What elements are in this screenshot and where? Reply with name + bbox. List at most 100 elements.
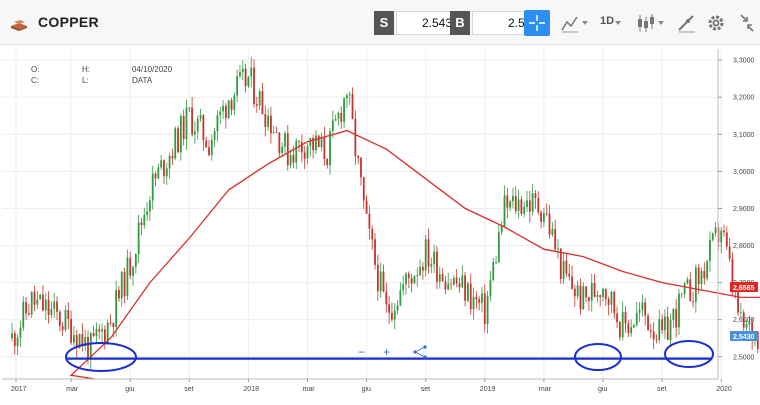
- candle-body: [210, 139, 213, 155]
- y-tick-label: 3,3000: [733, 58, 755, 65]
- share-icon[interactable]: [413, 345, 427, 359]
- y-tick-label: 3,0000: [733, 169, 755, 176]
- candle-body: [571, 276, 573, 289]
- zoom-in-button[interactable]: +: [383, 345, 390, 359]
- candle-body: [348, 94, 351, 96]
- candle-body: [185, 107, 188, 140]
- draw-tools-icon[interactable]: [676, 12, 698, 34]
- candle-body: [89, 332, 92, 360]
- candle-body: [126, 257, 129, 297]
- candle-body: [64, 310, 67, 331]
- candle-body: [531, 193, 534, 212]
- x-axis: 2017 mar giu set 2018 mar giu set 2019 mar giu set 2…: [11, 379, 732, 393]
- candle-body: [53, 301, 56, 309]
- candle-body: [616, 313, 618, 323]
- candle-body: [638, 309, 641, 313]
- candle-body: [424, 239, 427, 271]
- support-ellipse-right: [664, 340, 714, 368]
- candle-body: [103, 329, 106, 343]
- y-axis: 2,50002,60002,70002,80002,90003,00003,10…: [2, 49, 755, 380]
- candle-body: [368, 213, 371, 229]
- candle-body: [410, 278, 413, 284]
- candle-body: [224, 105, 227, 118]
- candle-body: [647, 315, 649, 331]
- line-chart-icon[interactable]: [560, 12, 590, 34]
- candle-body: [497, 232, 500, 263]
- crosshair-button[interactable]: [524, 10, 550, 36]
- ohlc-low-label: L:: [82, 76, 89, 85]
- candle-body: [112, 323, 115, 328]
- candle-body: [430, 264, 433, 267]
- y-tick-label: 2,9000: [733, 206, 755, 213]
- candle-body: [168, 155, 171, 169]
- candle-body: [545, 212, 548, 214]
- y-tick-label: 2,8000: [733, 243, 755, 250]
- candle-body: [388, 304, 391, 313]
- candle-body: [678, 293, 680, 328]
- candle-body: [421, 266, 424, 271]
- x-tick-label: 2020: [716, 386, 732, 393]
- candle-body: [537, 197, 540, 213]
- x-tick-label: giu: [125, 386, 134, 393]
- candle-body: [520, 199, 523, 214]
- candle-body: [509, 201, 512, 208]
- candle-body: [174, 128, 177, 159]
- candle-body: [514, 195, 517, 212]
- x-tick-label: mar: [539, 386, 552, 393]
- candle-body: [222, 105, 224, 112]
- candle-body: [84, 337, 87, 347]
- candle-body: [562, 260, 565, 280]
- candle-body: [25, 301, 27, 314]
- candle-body: [337, 112, 340, 119]
- candle-body: [447, 283, 450, 290]
- candle-body: [669, 319, 672, 340]
- candle-body: [309, 137, 312, 147]
- candle-body: [450, 283, 452, 285]
- candle-body: [315, 135, 317, 151]
- candle-body: [464, 275, 466, 301]
- candle-body: [706, 261, 709, 279]
- candle-body: [579, 285, 582, 310]
- candlestick-icon[interactable]: [636, 12, 666, 34]
- candle-body: [258, 91, 261, 106]
- candle-body: [436, 251, 438, 282]
- collapse-arrows-icon[interactable]: [738, 12, 756, 34]
- candle-body: [700, 271, 703, 285]
- candle-body: [22, 301, 25, 328]
- candle-body: [346, 95, 348, 99]
- x-tick-label: set: [421, 386, 430, 393]
- candle-body: [748, 321, 751, 325]
- candle-body: [745, 324, 748, 328]
- candle-body: [489, 279, 492, 296]
- candle-body: [590, 282, 593, 301]
- candle-body: [526, 200, 528, 207]
- candle-body: [233, 95, 236, 110]
- support-ellipse-middle: [574, 343, 622, 371]
- timeframe-select[interactable]: 1D: [600, 15, 615, 27]
- price-chart[interactable]: 2,50002,60002,70002,80002,90003,00003,10…: [0, 45, 760, 405]
- candle-body: [604, 288, 607, 300]
- candle-body: [528, 200, 531, 212]
- candle-body: [548, 213, 551, 235]
- candle-body: [500, 225, 503, 233]
- candle-body: [610, 291, 613, 305]
- candle-body: [360, 157, 362, 178]
- candle-body: [118, 290, 120, 299]
- candle-body: [323, 137, 326, 160]
- gear-icon[interactable]: [706, 12, 726, 34]
- candle-body: [278, 132, 281, 154]
- candle-body: [264, 114, 267, 127]
- candle-body: [11, 333, 13, 339]
- candle-body: [557, 248, 559, 250]
- candle-body: [73, 335, 75, 343]
- candle-body: [42, 294, 44, 311]
- candle-body: [481, 293, 483, 303]
- zoom-out-button[interactable]: −: [358, 345, 365, 359]
- candle-body: [137, 222, 140, 255]
- candle-body: [275, 132, 278, 134]
- candle-body: [523, 206, 526, 214]
- candle-body: [455, 277, 458, 284]
- candle-body: [132, 267, 134, 276]
- ohlc-date: 04/10/2020: [132, 65, 173, 74]
- candle-body: [469, 283, 472, 310]
